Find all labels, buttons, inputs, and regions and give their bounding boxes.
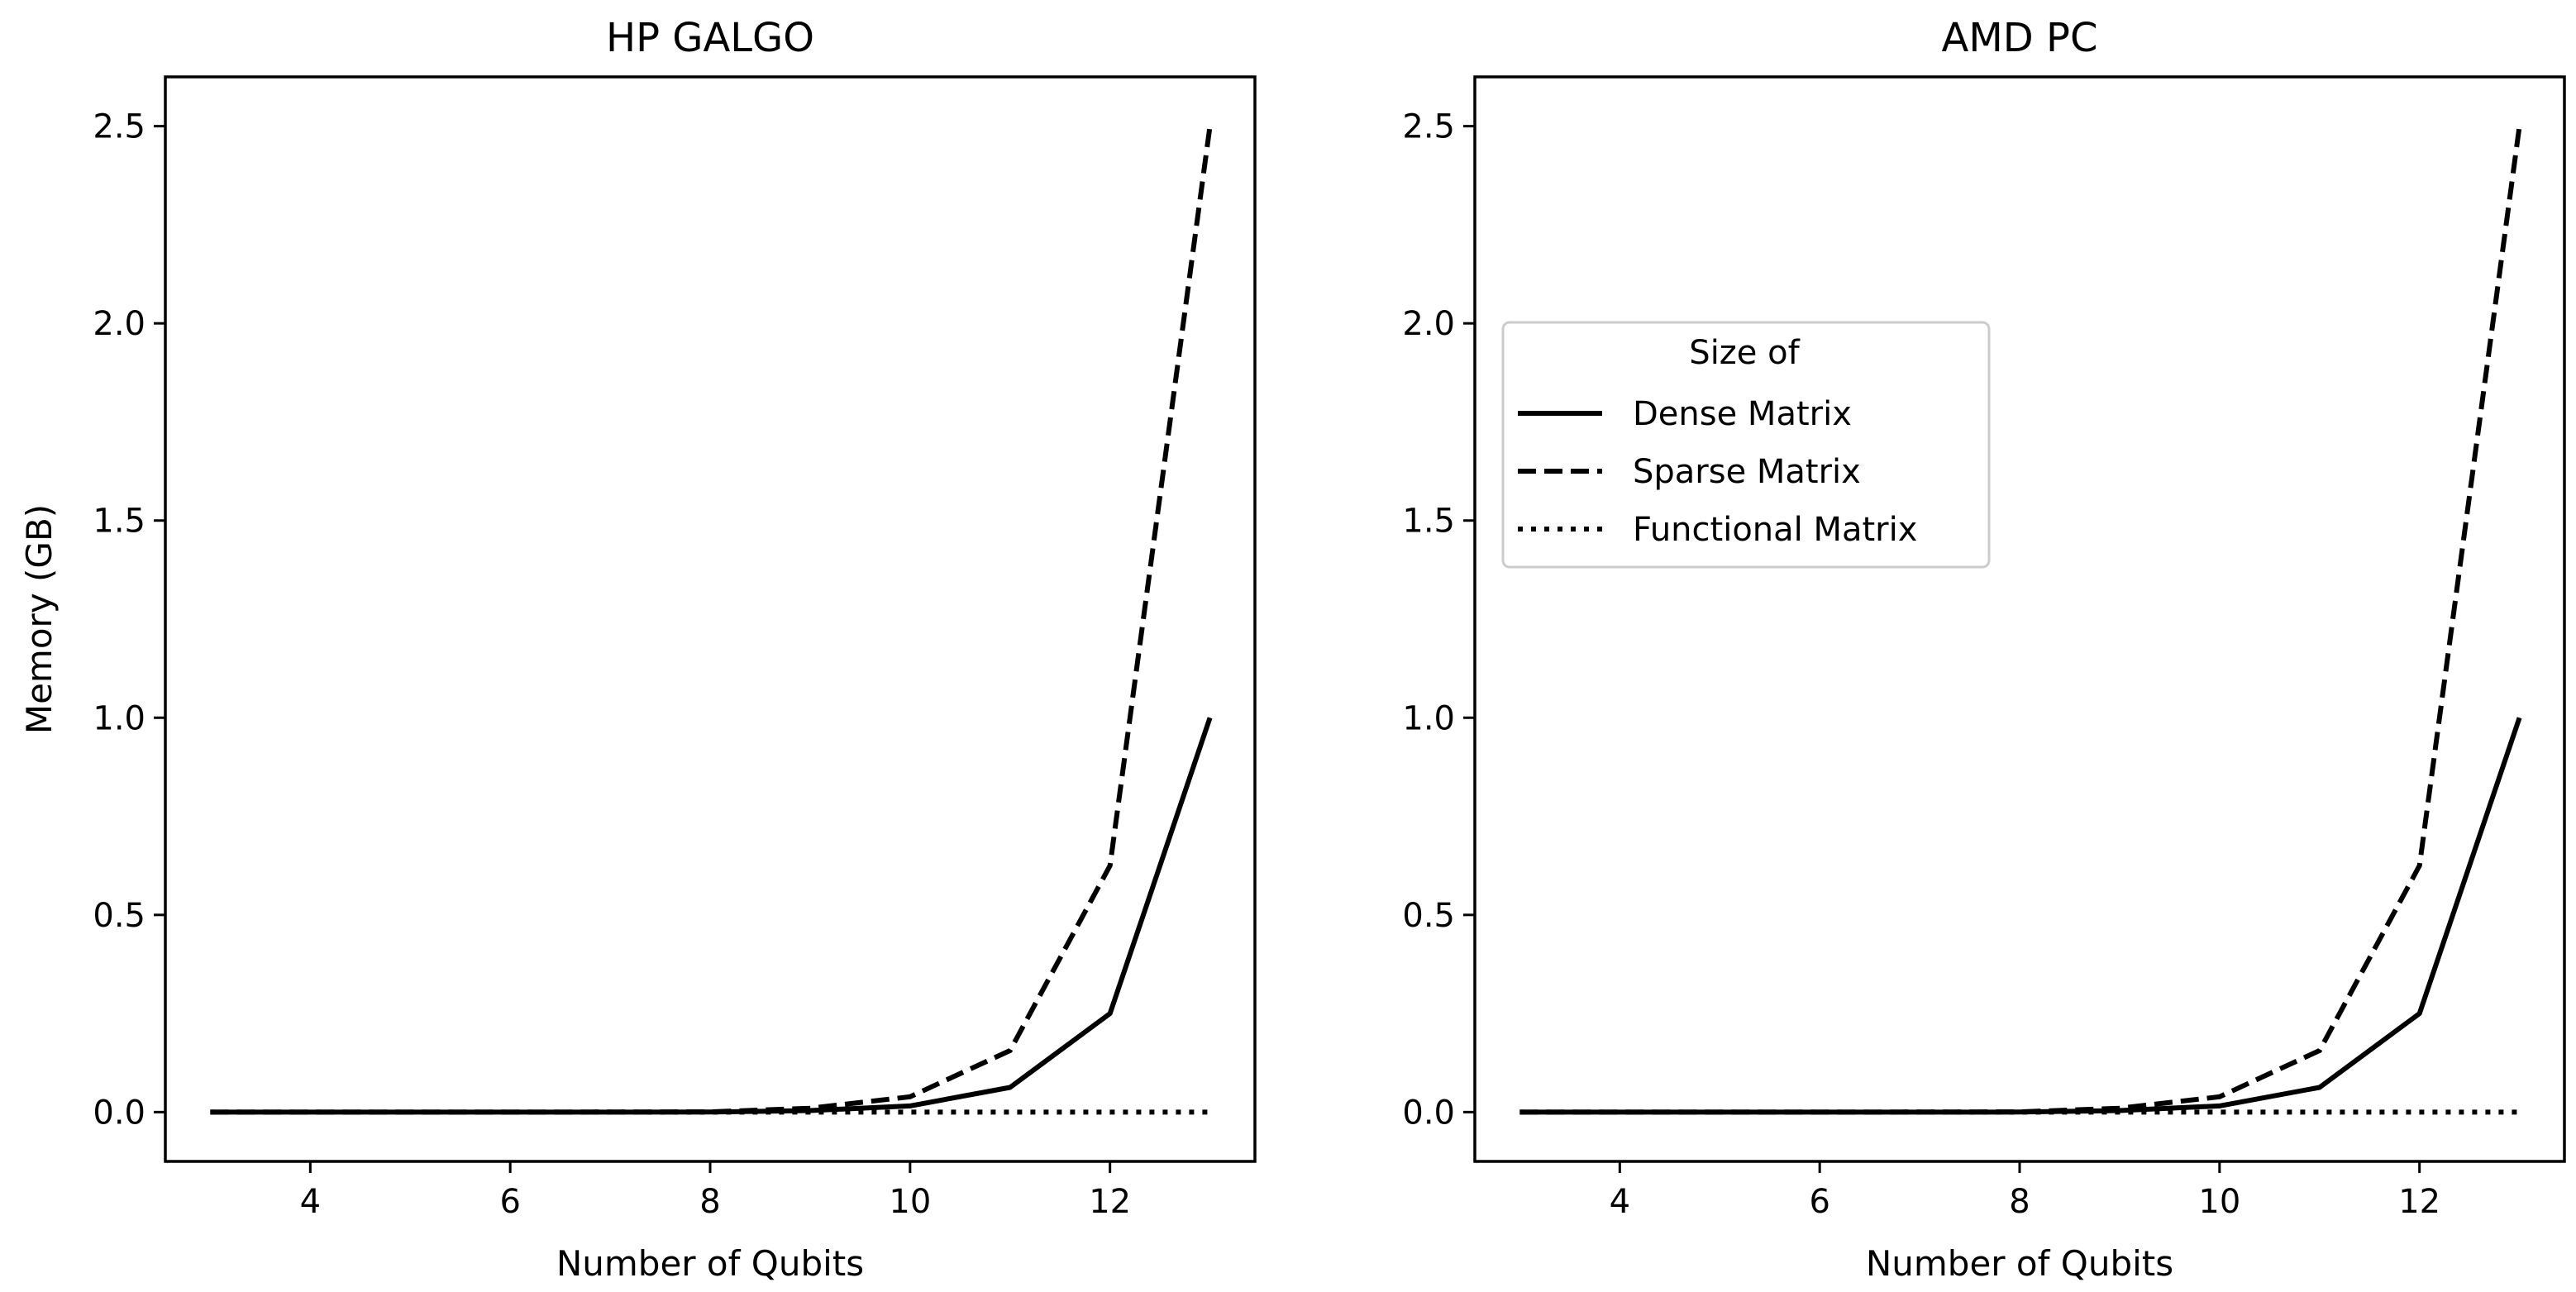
x-tick-label: 10 <box>889 1183 931 1221</box>
legend-item-dense: Dense Matrix <box>1633 395 1852 433</box>
y-tick-label: 2.5 <box>1402 108 1455 146</box>
plot-area <box>1519 126 2522 1115</box>
x-tick-label: 8 <box>2009 1183 2030 1221</box>
series-sparse-matrix <box>210 126 1213 1115</box>
y-tick-label: 0.5 <box>1402 897 1455 935</box>
legend-item-sparse: Sparse Matrix <box>1633 453 1861 491</box>
y-tick-label: 0.0 <box>93 1094 145 1132</box>
panel-amd-pc: AMD PC 0.0 0.5 1.0 1.5 2.0 2.5 4 6 8 10 12 Number… <box>1402 15 2566 1284</box>
panel-hp-galgo: HP GALGO 0.0 0.5 1.0 1.5 2.0 2.5 4 6 8 10 12 Numb… <box>19 15 1257 1284</box>
y-axis: 0.0 0.5 1.0 1.5 2.0 2.5 <box>93 108 165 1132</box>
series-dense-matrix <box>210 717 1213 1115</box>
chart-title: HP GALGO <box>606 15 814 61</box>
x-tick-label: 4 <box>1610 1183 1630 1221</box>
x-axis: 4 6 8 10 12 <box>300 1161 1131 1221</box>
x-axis: 4 6 8 10 12 <box>1610 1161 2440 1221</box>
x-tick-label: 10 <box>2198 1183 2240 1221</box>
series-sparse-matrix <box>1519 126 2522 1115</box>
axes-frame <box>1473 75 2566 1163</box>
x-tick-label: 6 <box>1809 1183 1829 1221</box>
legend-frame <box>1501 321 1991 569</box>
chart-title: AMD PC <box>1942 15 2098 61</box>
y-tick-label: 0.5 <box>93 897 145 935</box>
x-tick-label: 4 <box>300 1183 321 1221</box>
x-tick-label: 12 <box>1089 1183 1131 1221</box>
x-axis-label: Number of Qubits <box>556 1243 864 1284</box>
y-axis-label: Memory (GB) <box>19 504 60 734</box>
y-tick-label: 2.0 <box>1402 305 1455 343</box>
y-tick-label: 1.0 <box>93 699 145 737</box>
y-tick-label: 1.5 <box>93 503 145 541</box>
legend-title: Size of <box>1689 334 1800 372</box>
y-tick-label: 1.5 <box>1402 503 1455 541</box>
x-tick-label: 12 <box>2398 1183 2440 1221</box>
x-tick-label: 6 <box>499 1183 520 1221</box>
y-tick-label: 0.0 <box>1402 1094 1455 1132</box>
legend-item-functional: Functional Matrix <box>1633 511 1917 549</box>
plot-area <box>210 126 1213 1115</box>
y-axis: 0.0 0.5 1.0 1.5 2.0 2.5 <box>1402 108 1475 1132</box>
y-tick-label: 1.0 <box>1402 699 1455 737</box>
series-dense-matrix <box>1519 717 2522 1115</box>
y-tick-label: 2.0 <box>93 305 145 343</box>
x-tick-label: 8 <box>699 1183 720 1221</box>
y-tick-label: 2.5 <box>93 108 145 146</box>
x-axis-label: Number of Qubits <box>1866 1243 2173 1284</box>
axes-frame <box>164 75 1257 1163</box>
legend: Size of Dense Matrix Sparse Matrix Funct… <box>1501 321 1991 569</box>
